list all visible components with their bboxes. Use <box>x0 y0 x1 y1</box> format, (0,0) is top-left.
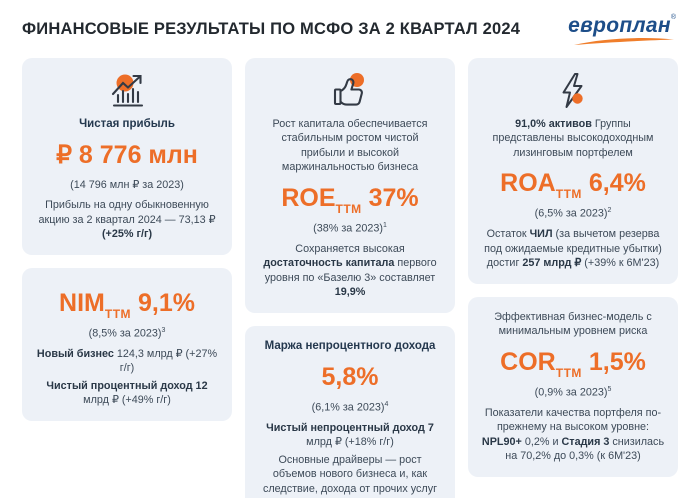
card-net-profit: Чистая прибыль ₽ 8 776 млн (14 796 млн ₽… <box>22 58 232 255</box>
prev-year-value: (38% за 2023)1 <box>313 221 387 235</box>
card-note: Чистый процентный доход 12 млрд ₽ (+49% … <box>46 379 208 407</box>
card-note: Показатели качества портфеля по-прежнему… <box>481 406 665 463</box>
metric-name: ROE <box>281 183 336 212</box>
footnote-ref: 3 <box>161 326 166 334</box>
card-lead: 91,0% активов Группы представлены высоко… <box>492 118 654 159</box>
net-profit-value: ₽ 8 776 млн <box>56 141 198 170</box>
footnote-ref: 4 <box>384 400 389 408</box>
footnote-ref: 2 <box>607 207 612 215</box>
thumbs-up-icon <box>258 70 442 112</box>
card-title: Чистая прибыль <box>79 118 175 130</box>
registered-mark: ® <box>670 14 676 21</box>
card-roa: 91,0% активов Группы представлены высоко… <box>468 58 678 284</box>
column-2: Рост капитала обеспечивается стабильным … <box>245 58 455 498</box>
card-title: Маржа непроцентного дохода <box>264 339 436 352</box>
card-roe: Рост капитала обеспечивается стабильным … <box>245 58 455 313</box>
card-note: Чистый непроцентный доход 7 млрд ₽ (+18%… <box>266 421 434 449</box>
lightning-icon <box>481 70 665 112</box>
prev-year-value: (14 796 млн ₽ за 2023) <box>70 178 184 191</box>
metric-value: 6,4% <box>588 169 646 198</box>
card-nim: NIMТТМ 9,1% (8,5% за 2023)3 Новый бизнес… <box>22 267 232 421</box>
column-1: Чистая прибыль ₽ 8 776 млн (14 796 млн ₽… <box>22 58 232 421</box>
logo-swoosh-icon <box>574 38 674 45</box>
nim-metric: NIMТТМ 9,1% <box>35 287 219 321</box>
column-3: 91,0% активов Группы представлены высоко… <box>468 58 678 477</box>
header: ФИНАНСОВЫЕ РЕЗУЛЬТАТЫ ПО МСФО ЗА 2 КВАРТ… <box>22 14 678 46</box>
footnote-ref: 1 <box>382 221 387 229</box>
card-lead: Эффективная бизнес-модель с минимальным … <box>494 310 652 338</box>
footnote-ref: 5 <box>607 385 612 393</box>
prev-year-value: (8,5% за 2023)3 <box>88 326 166 340</box>
card-cor: Эффективная бизнес-модель с минимальным … <box>468 296 678 477</box>
europlan-logo: европлан® <box>568 14 678 46</box>
card-lead: Рост капитала обеспечивается стабильным … <box>272 118 428 174</box>
metric-name: ROA <box>500 169 556 198</box>
metric-sub: ТТМ <box>555 187 582 202</box>
card-note: Основные драйверы — рост объемов нового … <box>262 453 438 495</box>
metric-value: 9,1% <box>137 288 195 317</box>
card-note: Прибыль на одну обыкновенную акцию за 2 … <box>38 199 216 241</box>
card-note: Новый бизнес 124,3 млрд ₽ (+27% г/г) <box>36 347 218 375</box>
metric-sub: ТТМ <box>104 306 132 321</box>
metric-sub: ТТМ <box>555 365 582 380</box>
card-note: Сохраняется высокая достаточность капита… <box>263 242 437 299</box>
metric-sub: ТТМ <box>335 201 362 216</box>
prev-year-value: (0,9% за 2023)5 <box>534 385 612 399</box>
metric-value: 1,5% <box>588 347 646 376</box>
prev-year-value: (6,5% за 2023)2 <box>534 207 612 221</box>
cards-grid: Чистая прибыль ₽ 8 776 млн (14 796 млн ₽… <box>22 58 678 498</box>
prev-year-value: (6,1% за 2023)4 <box>311 400 389 414</box>
card-non-interest-margin: Маржа непроцентного дохода 5,8% (6,1% за… <box>245 325 455 498</box>
growth-chart-icon <box>35 70 219 112</box>
roa-metric: ROAТТМ 6,4% <box>481 167 665 201</box>
page-title: ФИНАНСОВЫЕ РЕЗУЛЬТАТЫ ПО МСФО ЗА 2 КВАРТ… <box>22 20 521 38</box>
cor-metric: CORТТМ 1,5% <box>481 346 665 380</box>
metric-value: 37% <box>368 183 419 212</box>
metric-name: COR <box>500 347 556 376</box>
card-note: Остаток ЧИЛ (за вычетом резерва под ожид… <box>484 228 662 270</box>
roe-metric: ROEТТМ 37% <box>258 182 442 216</box>
logo-text: европлан <box>568 14 671 37</box>
non-interest-margin-value: 5,8% <box>321 363 379 392</box>
metric-name: NIM <box>59 288 105 317</box>
